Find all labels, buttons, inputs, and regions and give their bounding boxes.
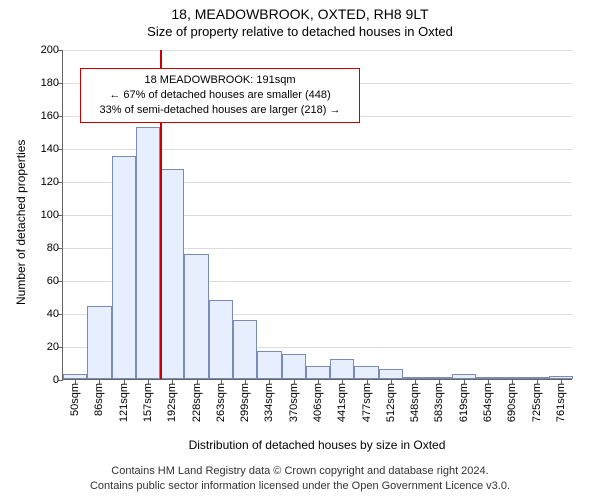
histogram-bar: [160, 169, 184, 379]
xtick-label: 690sqm: [506, 383, 518, 422]
ytick-label: 100: [29, 209, 59, 221]
histogram-bar: [257, 351, 281, 379]
xtick-label: 441sqm: [336, 383, 348, 422]
chart-container: 18, MEADOWBROOK, OXTED, RH8 9LT Size of …: [0, 0, 600, 500]
footer: Contains HM Land Registry data © Crown c…: [0, 464, 600, 494]
xtick-label: 583sqm: [433, 383, 445, 422]
ytick-label: 160: [29, 110, 59, 122]
xtick-label: 334sqm: [263, 383, 275, 422]
ytick-label: 200: [29, 44, 59, 56]
xtick-label: 299sqm: [239, 383, 251, 422]
ytick-label: 0: [29, 374, 59, 386]
histogram-bar: [330, 359, 354, 379]
annotation-line3: 33% of semi-detached houses are larger (…: [87, 103, 353, 118]
xtick-label: 192sqm: [166, 383, 178, 422]
ytick-label: 120: [29, 176, 59, 188]
x-axis-label: Distribution of detached houses by size …: [62, 438, 572, 452]
footer-line2: Contains public sector information licen…: [0, 479, 600, 494]
ytick-label: 80: [29, 242, 59, 254]
xtick-label: 619sqm: [458, 383, 470, 422]
xtick-label: 761sqm: [555, 383, 567, 422]
histogram-bar: [112, 156, 136, 379]
xtick-label: 406sqm: [312, 383, 324, 422]
xtick-label: 86sqm: [93, 383, 105, 416]
chart-title-main: 18, MEADOWBROOK, OXTED, RH8 9LT: [0, 6, 600, 22]
histogram-bar: [87, 306, 111, 379]
histogram-bar: [282, 354, 306, 379]
footer-line1: Contains HM Land Registry data © Crown c…: [0, 464, 600, 479]
xtick-label: 548sqm: [409, 383, 421, 422]
xtick-label: 370sqm: [288, 383, 300, 422]
chart-title-sub: Size of property relative to detached ho…: [0, 24, 600, 39]
annotation-line2: ← 67% of detached houses are smaller (44…: [87, 88, 353, 103]
y-axis-label: Number of detached properties: [14, 140, 28, 305]
xtick-label: 512sqm: [385, 383, 397, 422]
xtick-label: 725sqm: [531, 383, 543, 422]
ytick-label: 180: [29, 77, 59, 89]
xtick-label: 50sqm: [69, 383, 81, 416]
histogram-bar: [184, 254, 208, 379]
histogram-bar: [306, 366, 330, 379]
ytick-label: 20: [29, 341, 59, 353]
histogram-bar: [209, 300, 233, 379]
xtick-label: 654sqm: [482, 383, 494, 422]
ytick-label: 60: [29, 275, 59, 287]
xtick-label: 228sqm: [191, 383, 203, 422]
histogram-bar: [136, 127, 160, 379]
xtick-label: 157sqm: [142, 383, 154, 422]
xtick-label: 477sqm: [361, 383, 373, 422]
xtick-label: 263sqm: [215, 383, 227, 422]
xtick-label: 121sqm: [118, 383, 130, 422]
annotation-box: 18 MEADOWBROOK: 191sqm ← 67% of detached…: [80, 68, 360, 123]
histogram-bar: [233, 320, 257, 379]
annotation-line1: 18 MEADOWBROOK: 191sqm: [87, 73, 353, 88]
ytick-label: 40: [29, 308, 59, 320]
gridline-h: [63, 50, 572, 51]
ytick-label: 140: [29, 143, 59, 155]
histogram-bar: [354, 366, 378, 379]
histogram-bar: [379, 369, 403, 379]
